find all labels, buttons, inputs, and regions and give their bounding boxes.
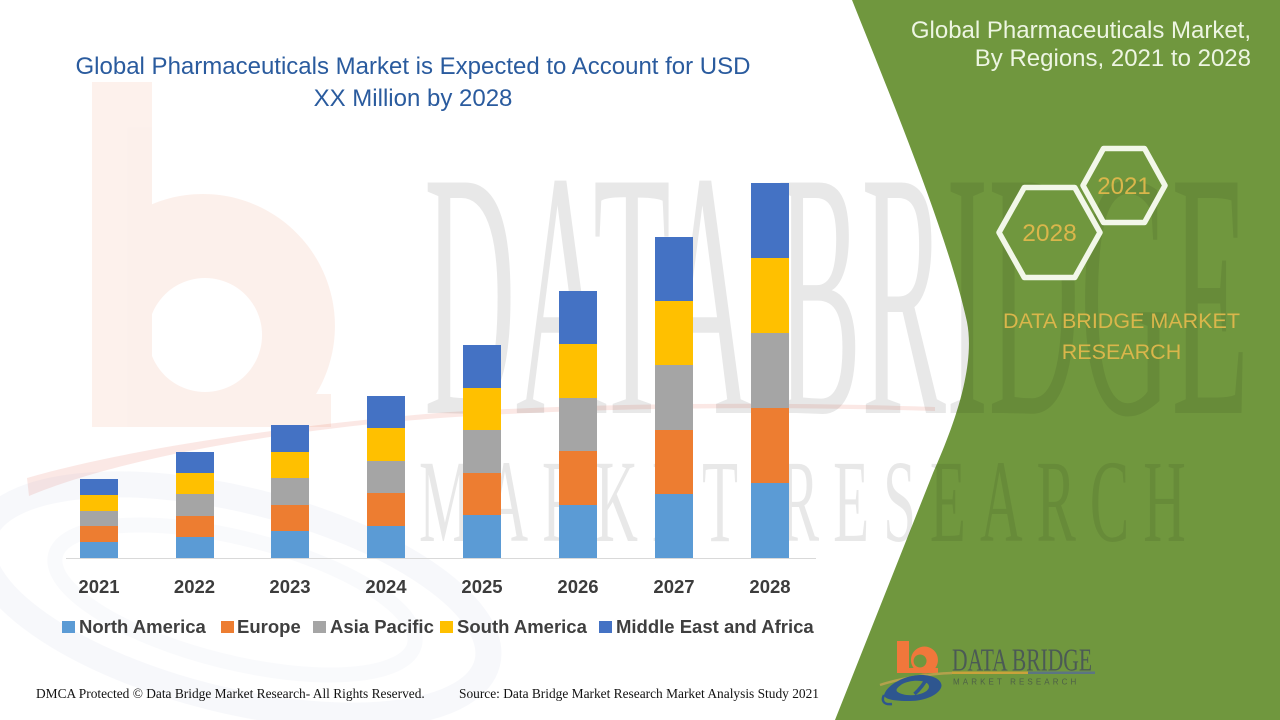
- svg-text:2028: 2028: [1022, 220, 1077, 247]
- svg-text:2021: 2021: [1097, 173, 1150, 200]
- svg-text:DATA BRIDGE: DATA BRIDGE: [424, 100, 1249, 490]
- svg-text:MARKET RESEARCH: MARKET RESEARCH: [419, 437, 1200, 567]
- svg-text:MARKET RESEARCH: MARKET RESEARCH: [953, 678, 1079, 687]
